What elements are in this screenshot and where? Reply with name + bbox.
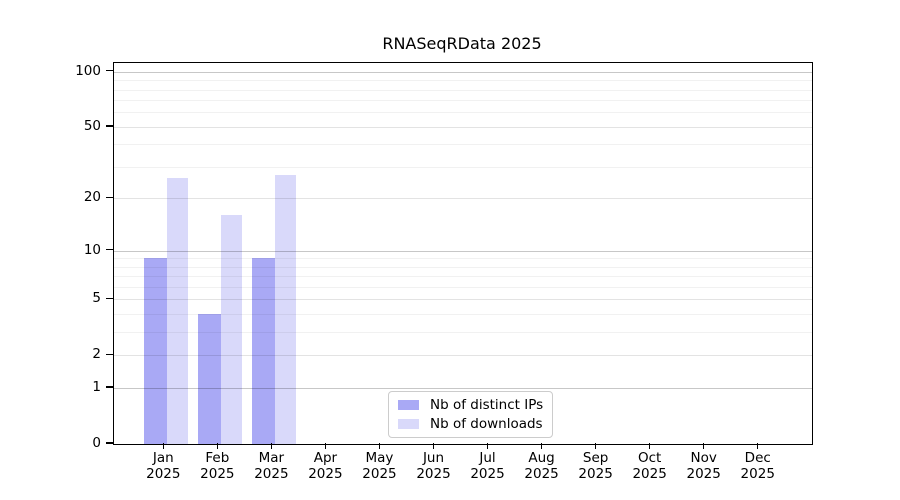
x-tick bbox=[432, 443, 435, 449]
y-tick-label: 20 bbox=[83, 189, 101, 206]
gridline bbox=[114, 332, 812, 334]
x-tick bbox=[378, 443, 381, 449]
y-tick bbox=[106, 386, 113, 388]
x-tick-label: Jul 2025 bbox=[470, 450, 505, 482]
x-tick-label: Dec 2025 bbox=[740, 450, 775, 482]
gridline bbox=[114, 276, 812, 278]
bar-nb-of-downloads-jan bbox=[166, 178, 188, 444]
legend: Nb of distinct IPs Nb of downloads bbox=[388, 391, 554, 438]
x-tick-label: Aug 2025 bbox=[524, 450, 559, 482]
y-tick-label: 5 bbox=[92, 290, 101, 307]
y-tick bbox=[106, 442, 113, 444]
gridline bbox=[114, 126, 812, 128]
gridline bbox=[114, 388, 812, 390]
x-tick bbox=[216, 443, 219, 449]
legend-label-distinct-ips: Nb of distinct IPs bbox=[430, 397, 544, 413]
y-tick bbox=[106, 353, 113, 356]
y-tick-label: 100 bbox=[75, 62, 101, 79]
gridline bbox=[114, 266, 812, 268]
x-tick bbox=[649, 443, 651, 449]
gridline bbox=[114, 198, 812, 200]
y-tick bbox=[106, 248, 113, 251]
y-tick bbox=[106, 297, 113, 300]
gridline bbox=[114, 89, 812, 91]
x-tick-label: Mar 2025 bbox=[254, 450, 289, 482]
bar-nb-of-distinct-ips-mar bbox=[252, 258, 275, 444]
gridline bbox=[114, 287, 812, 289]
y-tick-label: 1 bbox=[92, 379, 101, 396]
y-tick-label: 50 bbox=[83, 117, 101, 134]
gridline bbox=[114, 258, 812, 260]
gridline bbox=[114, 250, 812, 252]
bar-nb-of-distinct-ips-feb bbox=[198, 314, 221, 444]
chart-title: RNASeqRData 2025 bbox=[382, 34, 542, 53]
x-tick bbox=[757, 443, 759, 449]
y-tick-label: 0 bbox=[92, 435, 101, 451]
x-tick-label: Jun 2025 bbox=[416, 450, 451, 482]
y-tick-label: 2 bbox=[92, 346, 101, 363]
x-tick bbox=[324, 443, 327, 449]
x-tick-label: Apr 2025 bbox=[308, 450, 343, 482]
x-tick-label: Feb 2025 bbox=[200, 450, 235, 482]
x-tick bbox=[703, 443, 705, 449]
bar-nb-of-downloads-mar bbox=[274, 175, 296, 444]
gridline bbox=[114, 166, 812, 168]
y-tick-label: 10 bbox=[83, 241, 101, 258]
gridline bbox=[114, 100, 812, 102]
plot-area bbox=[113, 62, 813, 445]
y-tick bbox=[106, 196, 113, 199]
x-tick bbox=[162, 443, 164, 449]
legend-swatch-downloads bbox=[398, 419, 419, 429]
x-tick-label: Oct 2025 bbox=[632, 450, 667, 482]
x-tick bbox=[270, 443, 273, 449]
legend-swatch-distinct-ips bbox=[398, 400, 419, 410]
x-tick-label: Jan 2025 bbox=[146, 450, 181, 482]
bar-nb-of-downloads-feb bbox=[220, 215, 242, 444]
gridline bbox=[114, 112, 812, 114]
x-tick-label: Nov 2025 bbox=[686, 450, 721, 482]
y-tick bbox=[106, 125, 113, 127]
gridline bbox=[114, 314, 812, 316]
bar-nb-of-distinct-ips-jan bbox=[144, 258, 167, 444]
gridline bbox=[114, 299, 812, 301]
x-tick-label: Sep 2025 bbox=[578, 450, 613, 482]
gridline bbox=[114, 71, 812, 73]
legend-label-downloads: Nb of downloads bbox=[430, 416, 543, 432]
legend-item-downloads: Nb of downloads bbox=[398, 416, 543, 432]
gridline bbox=[114, 80, 812, 82]
gridline bbox=[114, 144, 812, 146]
gridline bbox=[114, 355, 812, 357]
x-tick bbox=[540, 443, 543, 449]
x-tick-label: May 2025 bbox=[362, 450, 397, 482]
y-tick bbox=[106, 70, 113, 72]
x-tick bbox=[486, 443, 489, 449]
legend-item-distinct-ips: Nb of distinct IPs bbox=[398, 397, 543, 413]
x-tick bbox=[595, 443, 597, 449]
